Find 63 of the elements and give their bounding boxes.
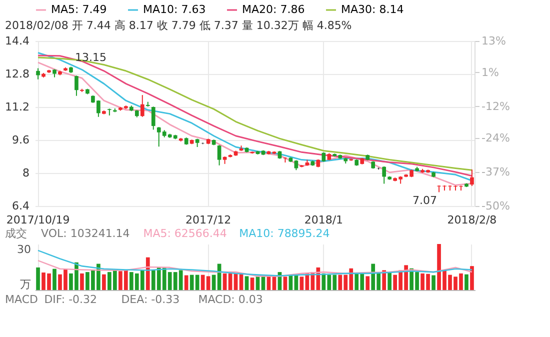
text: DEA: -0.33 (121, 293, 180, 306)
candlestick (470, 168, 474, 186)
text: 成交 (5, 227, 27, 240)
legend-label: MA30: 8.14 (341, 3, 404, 16)
bar (80, 273, 84, 290)
bar (300, 276, 304, 290)
text: MA5: 62566.44 (143, 227, 227, 240)
annotation: 7.07 (412, 194, 438, 208)
candlestick (294, 160, 298, 171)
legend-label: MA10: 7.63 (143, 3, 206, 16)
text: 30 (17, 243, 31, 256)
annotation: 13.15 (74, 50, 106, 64)
candlestick (151, 106, 156, 130)
bar (250, 278, 254, 290)
bar (228, 273, 232, 290)
bar (256, 276, 260, 290)
candlestick (36, 68, 40, 80)
legend-label: MA5: 7.49 (51, 3, 107, 16)
bar (36, 267, 40, 290)
bar (206, 276, 210, 290)
bar (470, 266, 474, 290)
text: 万 (20, 278, 31, 291)
legend-label: MA20: 7.86 (242, 3, 305, 16)
y2-tick-label: -37% (482, 165, 510, 178)
y-tick-label: 8 (22, 166, 30, 180)
text: MACD: 0.03 (198, 293, 263, 306)
candlestick (74, 75, 78, 96)
candlestick (382, 166, 386, 184)
y-tick-label: 6.4 (12, 200, 30, 212)
bar (200, 274, 205, 290)
x-tick-label: 2018/2/8 (447, 214, 497, 226)
y-tick-label: 9.6 (12, 134, 30, 146)
x-tick-label: 2017/10/19 (6, 214, 70, 226)
y2-tick-label: -12% (482, 100, 510, 113)
bar (366, 276, 370, 290)
candlestick (140, 94, 144, 118)
bar (388, 272, 392, 290)
bar (432, 275, 436, 290)
bar (52, 268, 56, 290)
bar (283, 276, 288, 290)
bar (222, 273, 227, 290)
bar (244, 276, 249, 290)
y2-tick-label: 1% (482, 66, 499, 79)
y-tick-label: 11.2 (5, 100, 30, 114)
bar (146, 257, 150, 290)
text: VOL: 103241.14 (41, 227, 130, 240)
candlestick (322, 152, 326, 162)
bar (212, 274, 216, 290)
y-tick-label: 14.4 (5, 34, 30, 48)
chart-title: 2018/02/08 开 7.44 高 8.17 收 7.79 低 7.37 量 10.32万 幅 4.85% (5, 19, 352, 32)
bar (464, 274, 468, 290)
bar (102, 274, 106, 290)
x-tick-label: 2018/1 (304, 214, 344, 226)
text: MA10: 78895.24 (239, 227, 330, 240)
y-tick-label: 12.8 (5, 68, 30, 80)
bar (184, 275, 188, 290)
x-tick-label: 2017/12 (185, 214, 232, 226)
candlestick (217, 144, 222, 166)
y2-tick-label: -50% (482, 200, 510, 212)
text: DIF: -0.32 (44, 293, 98, 306)
text: MACD (5, 293, 38, 306)
y2-tick-label: 13% (482, 34, 506, 48)
y2-tick-label: -24% (482, 131, 510, 144)
